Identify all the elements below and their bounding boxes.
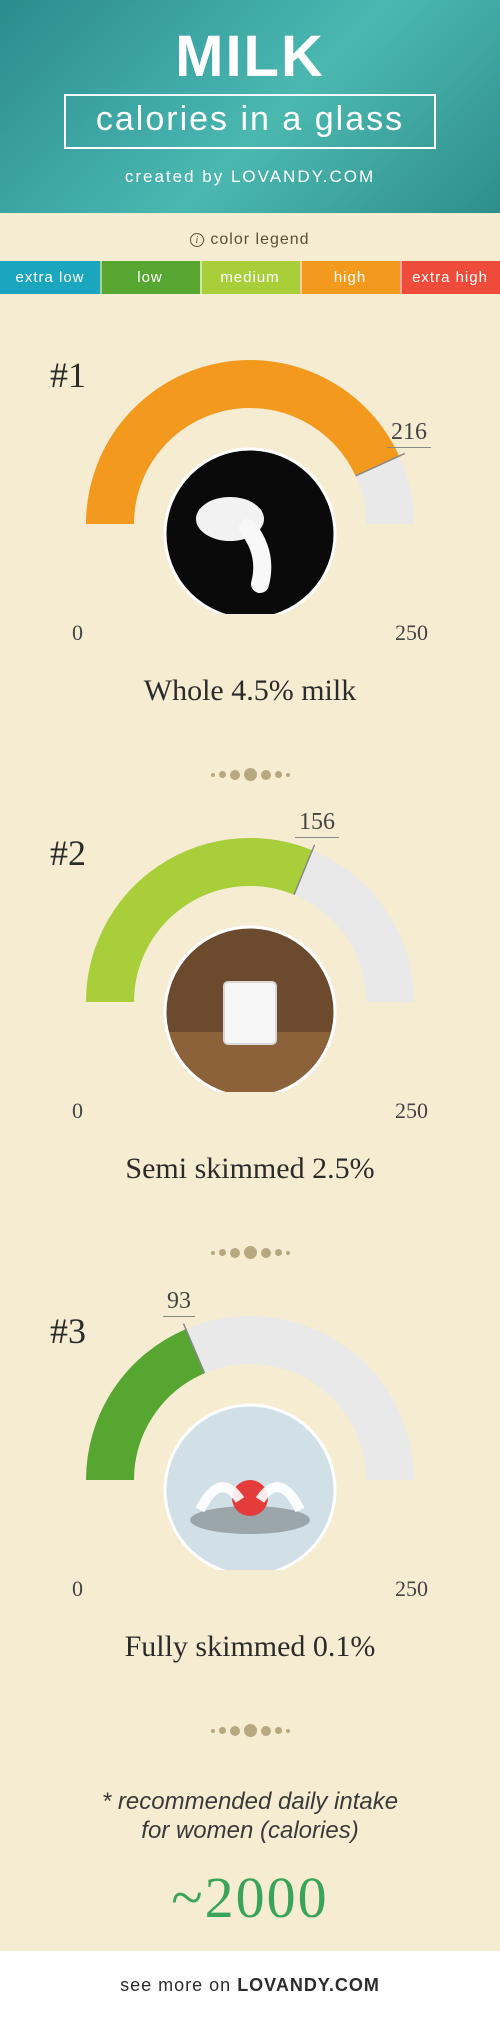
scale-max: 250 [395, 1576, 428, 1602]
legend-cell: extra high [400, 261, 500, 294]
scale-max: 250 [395, 1098, 428, 1124]
scale-labels: 0 250 [60, 1576, 440, 1602]
footnote-asterisk: * [102, 1788, 111, 1815]
milk-card: #1 216 0 250 Whole 4.5% milk [30, 334, 470, 738]
scale-min: 0 [72, 1098, 83, 1124]
legend-bar: extra lowlowmediumhighextra high [0, 261, 500, 294]
scale-min: 0 [72, 620, 83, 646]
legend-title: color legend [210, 231, 309, 248]
gauge-svg [60, 1310, 440, 1570]
divider [30, 1694, 470, 1768]
rank-badge: #1 [50, 354, 86, 396]
legend-cell: extra low [0, 261, 100, 294]
value-label: 216 [387, 419, 431, 448]
footnote: * recommended daily intake for women (ca… [0, 1778, 500, 1846]
milk-name: Semi skimmed 2.5% [30, 1152, 470, 1186]
header-subtitle: calories in a glass [64, 94, 436, 149]
milk-name: Whole 4.5% milk [30, 674, 470, 708]
milk-card: #2 156 0 250 Semi skimmed 2.5% [30, 812, 470, 1216]
gauge: #2 156 0 250 [60, 832, 440, 1124]
scale-max: 250 [395, 620, 428, 646]
rank-badge: #3 [50, 1310, 86, 1352]
info-icon: i [190, 233, 204, 247]
value-label: 93 [163, 1288, 195, 1317]
credit-site: LOVANDY.COM [231, 167, 375, 186]
value-callout: 216 [387, 419, 431, 446]
credit-prefix: created by [125, 167, 231, 186]
scale-labels: 0 250 [60, 1098, 440, 1124]
divider [30, 1216, 470, 1290]
scale-labels: 0 250 [60, 620, 440, 646]
header-title: MILK [30, 28, 470, 86]
value-callout: 156 [295, 809, 339, 836]
value-callout: 93 [163, 1288, 195, 1315]
scale-min: 0 [72, 1576, 83, 1602]
footer: see more on LOVANDY.COM [0, 1951, 500, 2020]
legend-header: i color legend [0, 213, 500, 261]
cards-container: #1 216 0 250 Whole 4.5% milk #2 [0, 294, 500, 1778]
value-label: 156 [295, 809, 339, 838]
rank-badge: #2 [50, 832, 86, 874]
milk-card: #3 93 0 250 Fully skimmed 0.1% [30, 1290, 470, 1694]
gauge-svg [60, 832, 440, 1092]
footnote-line1: recommended daily intake [118, 1788, 398, 1815]
header-credit: created by LOVANDY.COM [30, 167, 470, 187]
footer-site: LOVANDY.COM [237, 1975, 380, 1995]
footnote-value: ~2000 [0, 1846, 500, 1951]
gauge: #1 216 0 250 [60, 354, 440, 646]
gauge: #3 93 0 250 [60, 1310, 440, 1602]
milk-name: Fully skimmed 0.1% [30, 1630, 470, 1664]
header: MILK calories in a glass created by LOVA… [0, 0, 500, 213]
legend-cell: medium [200, 261, 300, 294]
legend-cell: high [300, 261, 400, 294]
footer-prefix: see more on [120, 1975, 237, 1995]
legend-cell: low [100, 261, 200, 294]
footnote-line2: for women (calories) [141, 1817, 358, 1844]
gauge-svg [60, 354, 440, 614]
divider [30, 738, 470, 812]
